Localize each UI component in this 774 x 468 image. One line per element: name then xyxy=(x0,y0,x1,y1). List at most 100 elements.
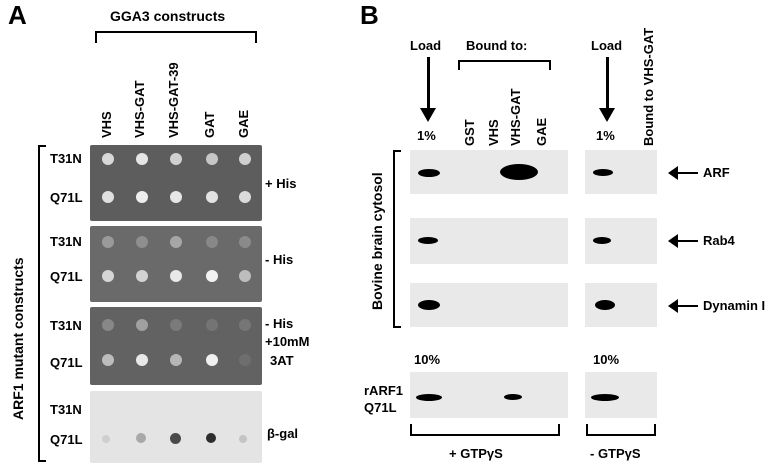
cytosol-bracket-top xyxy=(393,150,401,152)
gga3-bracket-left xyxy=(95,31,97,43)
gga3-header: GGA3 constructs xyxy=(110,8,226,24)
cytosol-bracket-bottom xyxy=(393,326,401,328)
plate-minus-his xyxy=(90,226,262,302)
panel-a-letter: A xyxy=(8,0,27,30)
rarf1-label-line2: Q71L xyxy=(364,400,397,415)
colony xyxy=(170,191,182,203)
blot-rarf-left xyxy=(410,372,568,418)
load-arrow-left-shaft xyxy=(427,57,430,112)
rab4-arrow-shaft xyxy=(676,240,698,242)
plate3-condition-3: 3AT xyxy=(270,353,294,368)
pct-bottom-right: 10% xyxy=(593,352,620,367)
colony xyxy=(206,153,218,165)
arf1-side-label: ARF1 mutant constructs xyxy=(10,257,26,420)
blot-arf-right xyxy=(585,150,657,194)
rarf1-label-line1: rARF1 xyxy=(364,383,404,398)
bound-bracket-top xyxy=(458,60,551,62)
side-bracket-top xyxy=(38,145,46,147)
blot-arf-left xyxy=(410,150,568,194)
band xyxy=(504,394,522,400)
band xyxy=(591,394,619,401)
blot-label-dynamin: Dynamin I xyxy=(703,298,766,313)
blot-rab4-left xyxy=(410,218,568,264)
load-label-right: Load xyxy=(591,38,623,53)
blot-rarf-right xyxy=(585,372,657,418)
gga3-bracket-right xyxy=(255,31,257,43)
band xyxy=(418,169,440,177)
cytosol-label: Bovine brain cytosol xyxy=(369,172,385,310)
plate-beta-gal xyxy=(90,391,262,463)
colony xyxy=(170,236,182,248)
bound-to-vhs-gat-label: Bound to VHS-GAT xyxy=(641,27,656,146)
plate2-condition: - His xyxy=(265,252,294,267)
blot-dynamin-right xyxy=(585,283,657,327)
colony xyxy=(239,153,251,165)
gtp-minus-bracket-right xyxy=(654,424,656,436)
colony xyxy=(136,319,148,331)
gtp-minus-label: - GTPγS xyxy=(590,446,641,461)
side-bracket xyxy=(38,145,40,462)
plate3-row-q71l: Q71L xyxy=(50,355,83,370)
colony xyxy=(136,270,148,282)
colony xyxy=(239,319,251,331)
colony xyxy=(102,191,114,203)
load-arrow-left-head xyxy=(420,108,436,122)
colony xyxy=(239,354,251,366)
colony xyxy=(206,319,218,331)
colony xyxy=(136,191,148,203)
plate3-condition-2: +10mM xyxy=(265,334,310,349)
dynamin-arrow-shaft xyxy=(676,305,698,307)
band xyxy=(593,237,611,244)
gtp-plus-bracket-left xyxy=(410,424,412,436)
colony xyxy=(102,153,114,165)
blot-label-rab4: Rab4 xyxy=(703,233,735,248)
colony xyxy=(239,236,251,248)
colony xyxy=(239,270,251,282)
gtp-plus-bracket xyxy=(410,434,560,436)
colony xyxy=(136,433,146,443)
colony xyxy=(102,319,114,331)
cytosol-bracket xyxy=(393,150,395,328)
bound-bracket-left xyxy=(458,60,460,70)
gtp-plus-bracket-right xyxy=(558,424,560,436)
arf-arrow-shaft xyxy=(676,172,698,174)
band xyxy=(418,237,438,244)
pct-top-left: 1% xyxy=(417,128,436,143)
colony xyxy=(206,354,218,366)
plate2-row-t31n: T31N xyxy=(50,234,82,249)
colony xyxy=(102,435,110,443)
colony xyxy=(170,153,182,165)
lane-label-gae: GAE xyxy=(534,117,549,146)
load-label-left: Load xyxy=(410,38,442,53)
gga3-bracket-top xyxy=(95,31,257,33)
colony xyxy=(239,435,247,443)
bound-to-label: Bound to: xyxy=(466,38,528,53)
blot-rab4-right xyxy=(585,218,657,264)
column-label-vhs-gat-39: VHS-GAT-39 xyxy=(166,62,181,138)
plate3-condition-1: - His xyxy=(265,316,294,331)
lane-label-vhs-gat: VHS-GAT xyxy=(508,88,523,146)
plate2-row-q71l: Q71L xyxy=(50,269,83,284)
panel-b-letter: B xyxy=(360,0,379,30)
band xyxy=(595,300,615,310)
plate-plus-his xyxy=(90,145,262,221)
colony xyxy=(206,270,218,282)
plate3-row-t31n: T31N xyxy=(50,318,82,333)
pct-bottom-left: 10% xyxy=(414,352,441,367)
band xyxy=(593,169,613,176)
colony xyxy=(239,191,251,203)
blot-dynamin-left xyxy=(410,283,568,327)
column-label-vhs: VHS xyxy=(99,111,114,138)
plate-minus-his-3at xyxy=(90,307,262,385)
colony xyxy=(102,270,114,282)
plate1-condition: + His xyxy=(265,176,297,191)
plate4-condition: β-gal xyxy=(267,426,299,441)
rab4-arrow-head xyxy=(668,234,678,248)
plate4-row-t31n: T31N xyxy=(50,402,82,417)
colony xyxy=(102,236,114,248)
colony xyxy=(136,236,148,248)
band xyxy=(500,164,538,180)
colony xyxy=(206,191,218,203)
plate4-row-q71l: Q71L xyxy=(50,432,83,447)
pct-top-right: 1% xyxy=(596,128,615,143)
